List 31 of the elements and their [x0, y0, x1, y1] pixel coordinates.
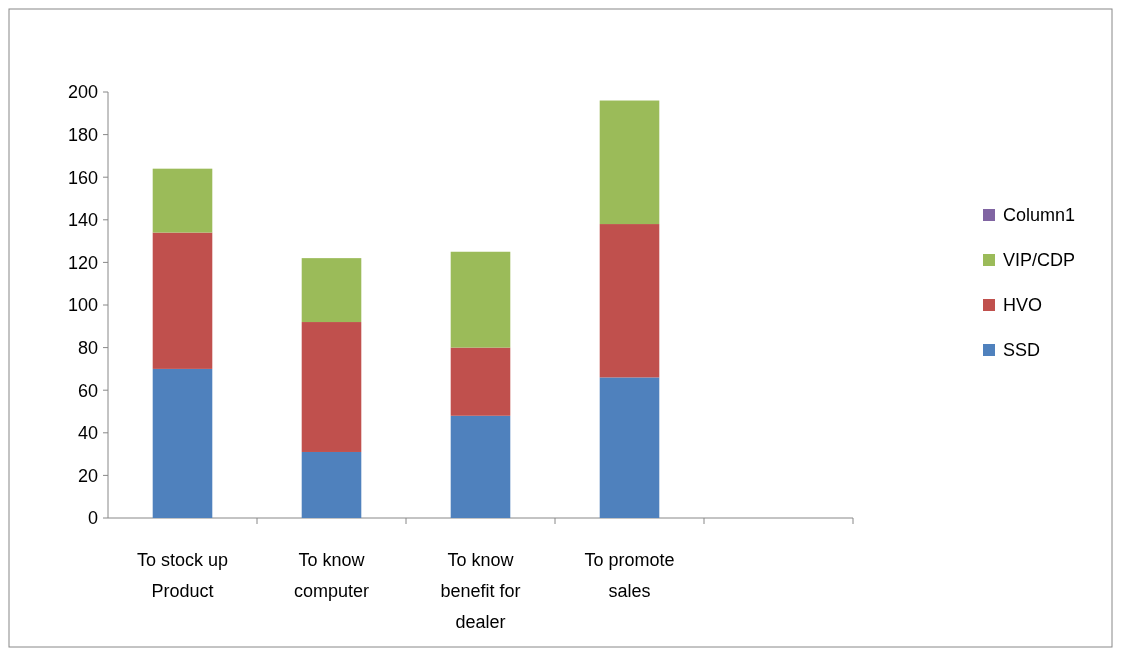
x-tick-label: To stock up Product [136, 550, 229, 601]
x-tick-label: To promote sales [584, 550, 675, 601]
bar [152, 368, 213, 518]
y-tick-label: 180 [67, 124, 98, 145]
x-tick-label: To know computer [293, 550, 370, 601]
bar [301, 451, 362, 518]
y-tick-label: 100 [67, 295, 98, 316]
bar [450, 415, 511, 518]
legend-label: Column1 [1003, 205, 1076, 226]
bar [599, 377, 660, 518]
bar [152, 232, 213, 369]
legend-label: VIP/CDP [1003, 250, 1076, 271]
legend-label: SSD [1003, 340, 1041, 361]
bar [599, 224, 660, 378]
legend-label: HVO [1003, 295, 1043, 316]
y-tick-label: 0 [87, 508, 98, 529]
y-tick-label: 40 [77, 423, 98, 444]
y-tick-label: 200 [67, 82, 98, 103]
bar [599, 100, 660, 225]
y-tick-label: 160 [67, 167, 98, 188]
bar [450, 347, 511, 416]
y-tick-label: 60 [77, 380, 98, 401]
x-tick-label: To know benefit for dealer [440, 550, 521, 632]
y-tick-label: 20 [77, 465, 98, 486]
bar [301, 258, 362, 323]
y-tick-label: 120 [67, 252, 98, 273]
bar [301, 322, 362, 452]
bar [450, 251, 511, 348]
bar [152, 168, 213, 233]
y-tick-label: 140 [67, 210, 98, 231]
y-tick-label: 80 [77, 337, 98, 358]
